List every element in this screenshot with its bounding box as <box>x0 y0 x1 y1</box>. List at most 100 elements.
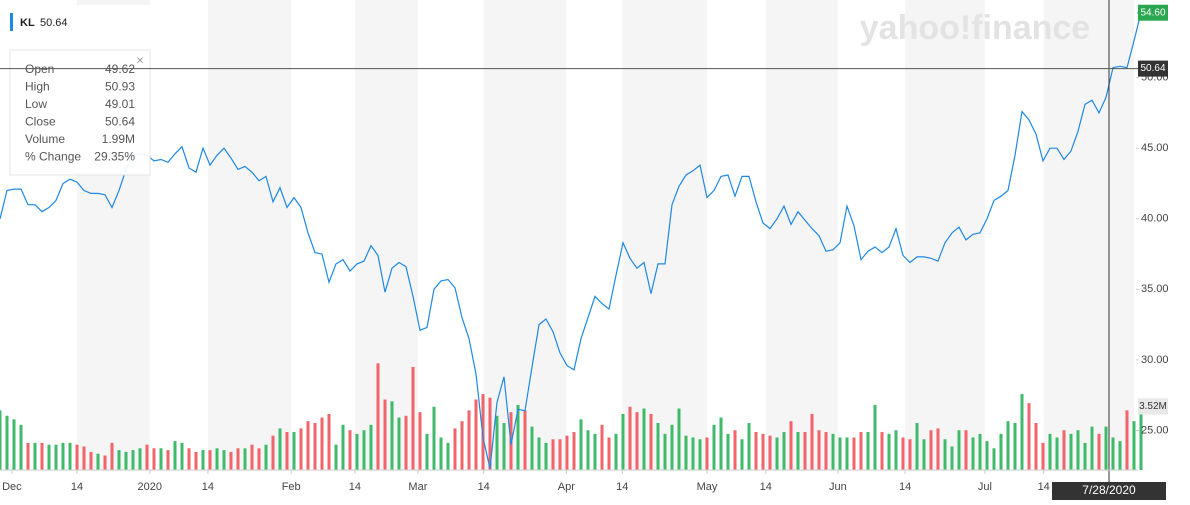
volume-bar <box>565 435 569 470</box>
volume-bar <box>334 444 338 470</box>
volume-bar <box>285 432 289 470</box>
tooltip-value: 49.01 <box>105 97 135 111</box>
volume-bar <box>180 442 184 470</box>
current-volume-box <box>1138 398 1168 415</box>
tooltip-value: 29.35% <box>94 150 135 164</box>
volume-bar <box>866 432 870 470</box>
volume-bar <box>82 446 86 470</box>
volume-bar <box>61 442 65 470</box>
volume-bar <box>775 437 779 470</box>
volume-bar <box>425 433 429 470</box>
volume-bar <box>488 397 492 470</box>
volume-bar <box>124 451 128 470</box>
volume-bar <box>495 415 499 470</box>
volume-bar <box>460 421 464 470</box>
tooltip-label: High <box>25 80 50 94</box>
volume-bar <box>1104 426 1108 470</box>
volume-bar <box>376 363 380 470</box>
volume-bar <box>355 433 359 470</box>
volume-bar <box>292 432 296 470</box>
volume-bar <box>607 437 611 470</box>
volume-bar <box>985 441 989 470</box>
volume-bar <box>145 444 149 470</box>
tooltip-label: Open <box>25 62 54 76</box>
volume-bar <box>341 424 345 470</box>
volume-bar <box>929 430 933 470</box>
volume-bar <box>390 401 394 470</box>
volume-bar <box>257 448 261 470</box>
volume-bar <box>173 441 177 470</box>
volume-bar <box>691 437 695 470</box>
volume-bar <box>229 451 233 470</box>
volume-bar <box>712 424 716 470</box>
volume-bar <box>579 419 583 470</box>
volume-bar <box>47 444 51 470</box>
volume-bar <box>880 432 884 470</box>
volume-bar <box>1069 433 1073 470</box>
y-tick-label: 40.00 <box>1141 213 1169 225</box>
volume-bar <box>558 439 562 470</box>
volume-bar <box>75 444 79 470</box>
volume-bar <box>1076 430 1080 470</box>
volume-bar <box>1048 433 1052 470</box>
band <box>622 0 707 470</box>
volume-bar <box>1132 421 1136 470</box>
volume-bar <box>1125 410 1129 470</box>
volume-bar <box>201 450 205 470</box>
volume-bar <box>957 430 961 470</box>
volume-bar <box>537 437 541 470</box>
volume-bar <box>922 439 926 470</box>
volume-bar <box>908 439 912 470</box>
background-bands <box>77 0 1134 470</box>
volume-bar <box>194 451 198 470</box>
volume-bar <box>1111 437 1115 470</box>
volume-bar <box>915 423 919 470</box>
volume-bar <box>278 428 282 470</box>
x-tick-label: 14 <box>616 481 628 493</box>
tooltip-border <box>9 49 151 176</box>
volume-bar <box>299 428 303 470</box>
volume-bar <box>446 442 450 470</box>
volume-bar <box>726 433 730 470</box>
crosshair-price-box <box>1138 60 1168 77</box>
band <box>765 0 838 470</box>
volume-bar <box>642 408 646 470</box>
volume-bar <box>551 439 555 470</box>
band <box>483 0 567 470</box>
x-tick-label: 14 <box>478 481 490 493</box>
volume-bar <box>663 433 667 470</box>
volume-bar <box>894 430 898 470</box>
volume-bar <box>467 410 471 470</box>
volume-bar <box>5 415 9 470</box>
x-tick-label: May <box>697 481 718 493</box>
volume-bar <box>1118 441 1122 470</box>
volume-bar <box>978 433 982 470</box>
volume-bar <box>852 437 856 470</box>
tooltip-label: Close <box>25 115 56 129</box>
volume-bar <box>887 433 891 470</box>
x-tick-label: 14 <box>71 481 83 493</box>
volume-bar <box>1097 433 1101 470</box>
x-tick-label: Feb <box>282 481 301 493</box>
volume-bar <box>523 410 527 470</box>
tooltip-value: 1.99M <box>102 132 135 146</box>
current-price-box <box>1138 4 1168 21</box>
volume-bar <box>453 428 457 470</box>
volume-bar <box>810 413 814 470</box>
volume-bar <box>859 432 863 470</box>
volume-bar <box>936 428 940 470</box>
volume-bar <box>572 432 576 470</box>
plot <box>0 12 1142 469</box>
volume-bar <box>474 399 478 470</box>
x-tick-label: 14 <box>1038 481 1050 493</box>
volume-bar <box>740 439 744 470</box>
volume-bar <box>1090 426 1094 470</box>
x-tick-label: Dec <box>2 481 22 493</box>
volume-bar <box>635 412 639 470</box>
x-tick-label: Jun <box>829 481 847 493</box>
tooltip-close[interactable]: × <box>136 52 144 67</box>
volume-bar <box>600 424 604 470</box>
volume-bar <box>89 451 93 470</box>
crosshair-date: 7/28/2020 <box>1082 483 1136 497</box>
